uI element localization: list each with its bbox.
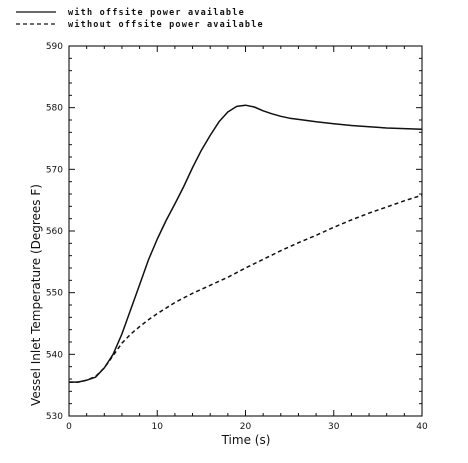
x-axis-label: Time (s) — [221, 433, 271, 447]
x-tick-label: 30 — [328, 422, 340, 432]
x-tick-label: 10 — [152, 422, 164, 432]
x-tick-label: 40 — [416, 422, 428, 432]
y-tick-label: 590 — [46, 42, 63, 52]
x-tick-label: 20 — [240, 422, 252, 432]
series-line-with-offsite-power — [69, 104, 423, 383]
plot-area — [68, 45, 423, 417]
y-tick-label: 550 — [46, 289, 63, 299]
y-axis-label: Vessel Inlet Temperature (Degrees F) — [29, 184, 43, 406]
plot-frame — [68, 45, 423, 417]
y-tick-label: 540 — [46, 350, 63, 360]
series-line-without-offsite-power — [69, 194, 423, 383]
y-tick-label: 580 — [46, 104, 63, 114]
legend-label-without-offsite: without offsite power available — [68, 19, 264, 30]
legend-label-with-offsite: with offsite power available — [68, 7, 245, 18]
legend: with offsite power available without off… — [16, 7, 264, 30]
y-tick-label: 530 — [46, 412, 63, 422]
x-tick-label: 0 — [66, 422, 72, 432]
y-tick-label: 570 — [46, 165, 63, 175]
axis-ticks: 0 10 20 30 40 530 540 550 560 570 580 590 — [46, 42, 428, 432]
y-tick-label: 560 — [46, 227, 63, 237]
